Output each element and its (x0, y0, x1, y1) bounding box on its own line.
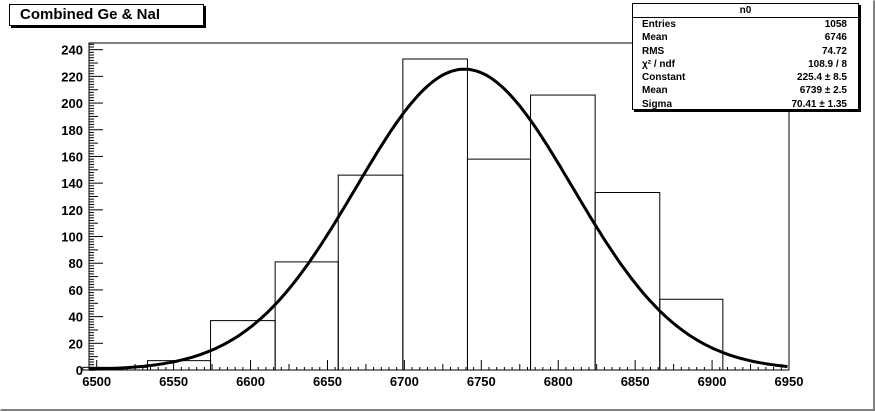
stats-label: Constant (642, 72, 686, 84)
y-tick-label: 180 (61, 123, 83, 138)
x-tick-label: 6500 (82, 374, 111, 389)
stats-rows: Entries 1058 Mean 6746 RMS 74.72 χ² / ndf 108.9… (633, 18, 858, 111)
y-tick-label: 60 (69, 283, 83, 298)
x-tick-label: 6650 (313, 374, 342, 389)
y-tick-label: 40 (69, 310, 83, 325)
gaussian-fit-curve (88, 67, 788, 371)
y-tick-label: 120 (61, 203, 83, 218)
stats-label: Mean (642, 32, 668, 44)
stats-value: 108.9 / 8 (808, 58, 847, 70)
x-tick-label: 6950 (775, 374, 804, 389)
y-tick-label: 200 (61, 96, 83, 111)
stats-row: Entries 1058 (633, 18, 858, 31)
stats-row: Sigma 70.41 ± 1.35 (633, 98, 858, 111)
stats-value: 74.72 (821, 45, 847, 57)
stats-row: Constant 225.4 ± 8.5 (633, 71, 858, 84)
stats-row: Mean 6739 ± 2.5 (633, 84, 858, 97)
stats-label: RMS (642, 45, 665, 57)
stats-value: 225.4 ± 8.5 (797, 72, 847, 84)
x-tick-label: 6900 (698, 374, 727, 389)
x-tick-label: 6800 (544, 374, 573, 389)
stats-value: 70.41 ± 1.35 (791, 98, 847, 110)
stats-label: Mean (642, 85, 668, 97)
stats-label: χ² / ndf (642, 58, 675, 70)
stats-value: 6746 (824, 32, 847, 44)
x-tick-label: 6550 (159, 374, 188, 389)
chart-title: Combined Ge & NaI (9, 4, 204, 26)
stats-label: Entries (642, 19, 676, 30)
x-tick-label: 6600 (236, 374, 265, 389)
y-tick-label: 160 (61, 149, 83, 164)
x-tick-label: 6700 (390, 374, 419, 389)
x-tick-label: 6850 (621, 374, 650, 389)
y-tick-label: 80 (69, 256, 83, 271)
stats-row: Mean 6746 (633, 31, 858, 44)
axes: 6500 6550 6600 6650 6700 6750 6800 6850 6900 6950… (61, 43, 803, 389)
y-tick-label: 100 (61, 230, 83, 245)
stats-value: 6739 ± 2.5 (799, 85, 847, 97)
x-tick-label: 6750 (467, 374, 496, 389)
stats-value: 1058 (824, 19, 847, 30)
stats-row: χ² / ndf 108.9 / 8 (633, 58, 858, 71)
stats-title: n0 (633, 4, 858, 18)
y-tick-label: 240 (61, 43, 83, 58)
y-tick-label: 140 (61, 176, 83, 191)
y-tick-label: 20 (69, 336, 83, 351)
stats-row: RMS 74.72 (633, 45, 858, 58)
stats-box: n0 Entries 1058 Mean 6746 RMS 74.72 χ² / ndf 10… (632, 3, 859, 110)
stats-label: Sigma (642, 98, 673, 110)
y-tick-label: 0 (76, 363, 83, 378)
y-tick-label: 220 (61, 69, 83, 84)
